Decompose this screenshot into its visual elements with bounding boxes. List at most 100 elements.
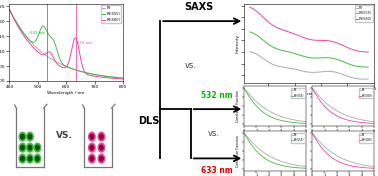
Circle shape xyxy=(98,154,105,163)
Circle shape xyxy=(36,145,39,150)
Circle shape xyxy=(28,134,32,139)
Circle shape xyxy=(21,134,24,139)
Legend: PS, PS(580): PS, PS(580) xyxy=(359,133,373,143)
PS(580) xyxy=(362,122,367,124)
Line: PS(555): PS(555) xyxy=(244,88,306,123)
PS xyxy=(347,115,351,117)
PS xyxy=(304,166,308,168)
PS xyxy=(310,132,314,134)
Circle shape xyxy=(36,156,39,161)
PS(580) xyxy=(347,119,351,121)
PS(580) xyxy=(362,167,367,169)
PS(580) xyxy=(372,167,376,169)
Circle shape xyxy=(100,156,103,161)
PS xyxy=(279,115,283,117)
Circle shape xyxy=(19,154,26,163)
PS(555) xyxy=(242,132,246,134)
PS(555) xyxy=(279,164,283,166)
Circle shape xyxy=(21,145,24,150)
PS(555) xyxy=(280,120,284,122)
Circle shape xyxy=(27,143,33,152)
PS(555) xyxy=(298,122,303,124)
PS xyxy=(366,165,371,167)
PS(555) xyxy=(279,164,283,166)
Legend: PS, PS(555): PS, PS(555) xyxy=(291,88,305,98)
PS(580) xyxy=(310,87,314,89)
Text: 633 nm: 633 nm xyxy=(77,41,92,45)
PS(580) xyxy=(366,167,371,169)
Circle shape xyxy=(90,156,94,161)
Line: PS: PS xyxy=(312,133,374,167)
PS xyxy=(280,161,284,163)
Line: PS: PS xyxy=(244,88,306,122)
PS(580) xyxy=(347,119,351,121)
PS(580) xyxy=(372,122,376,124)
PS(580) xyxy=(310,132,314,134)
Circle shape xyxy=(19,132,26,141)
Circle shape xyxy=(98,143,105,152)
X-axis label: Wavelength / nm: Wavelength / nm xyxy=(48,90,85,95)
PS xyxy=(372,121,376,123)
Legend: PS, PS(555): PS, PS(555) xyxy=(291,133,305,143)
Text: VS.: VS. xyxy=(56,131,73,140)
PS(580) xyxy=(366,122,371,124)
Circle shape xyxy=(90,145,94,150)
Line: PS: PS xyxy=(312,88,374,122)
PS(555) xyxy=(279,119,283,121)
Circle shape xyxy=(100,145,103,150)
Circle shape xyxy=(28,156,32,161)
Line: PS(580): PS(580) xyxy=(312,88,374,123)
PS xyxy=(294,119,299,121)
Y-axis label: Intensity: Intensity xyxy=(235,34,240,53)
Y-axis label: Correlation Function: Correlation Function xyxy=(236,90,240,122)
Line: PS(555): PS(555) xyxy=(244,133,306,168)
PS(580) xyxy=(310,132,314,134)
Circle shape xyxy=(28,145,32,150)
Circle shape xyxy=(34,154,41,163)
PS(555) xyxy=(279,119,283,121)
PS(555) xyxy=(242,87,246,89)
PS(555) xyxy=(280,165,284,167)
PS xyxy=(279,115,283,117)
PS(580) xyxy=(347,164,351,166)
PS xyxy=(242,87,246,89)
PS xyxy=(279,160,283,162)
Text: 532 nm: 532 nm xyxy=(201,90,233,100)
Circle shape xyxy=(100,134,103,139)
Text: 633 nm: 633 nm xyxy=(201,166,233,175)
PS xyxy=(294,164,299,166)
Text: 532 nm: 532 nm xyxy=(31,31,45,35)
Circle shape xyxy=(27,154,33,163)
Circle shape xyxy=(34,143,41,152)
PS xyxy=(298,165,303,167)
Circle shape xyxy=(27,132,33,141)
Circle shape xyxy=(98,132,105,141)
PS(580) xyxy=(310,87,314,89)
PS xyxy=(348,116,352,118)
Circle shape xyxy=(90,134,94,139)
Text: vs.: vs. xyxy=(208,129,220,138)
PS xyxy=(310,87,314,89)
PS xyxy=(366,120,371,122)
PS xyxy=(279,160,283,162)
PS(555) xyxy=(294,122,299,124)
PS xyxy=(310,87,314,89)
PS(555) xyxy=(242,87,246,89)
PS xyxy=(347,160,351,162)
PS(555) xyxy=(242,132,246,134)
Circle shape xyxy=(88,154,95,163)
PS xyxy=(304,121,308,123)
PS xyxy=(347,160,351,162)
PS xyxy=(310,132,314,134)
Y-axis label: Correlation Function: Correlation Function xyxy=(236,135,240,167)
PS(555) xyxy=(298,167,303,169)
Line: PS(580): PS(580) xyxy=(312,133,374,168)
Legend: PS, PS(555), PS(580): PS, PS(555), PS(580) xyxy=(101,5,121,23)
PS(580) xyxy=(348,165,352,167)
PS xyxy=(298,120,303,122)
PS(555) xyxy=(304,167,308,169)
PS xyxy=(242,132,246,134)
PS(580) xyxy=(347,164,351,166)
X-axis label: q / nm⁻¹: q / nm⁻¹ xyxy=(300,92,318,96)
PS(555) xyxy=(294,167,299,169)
